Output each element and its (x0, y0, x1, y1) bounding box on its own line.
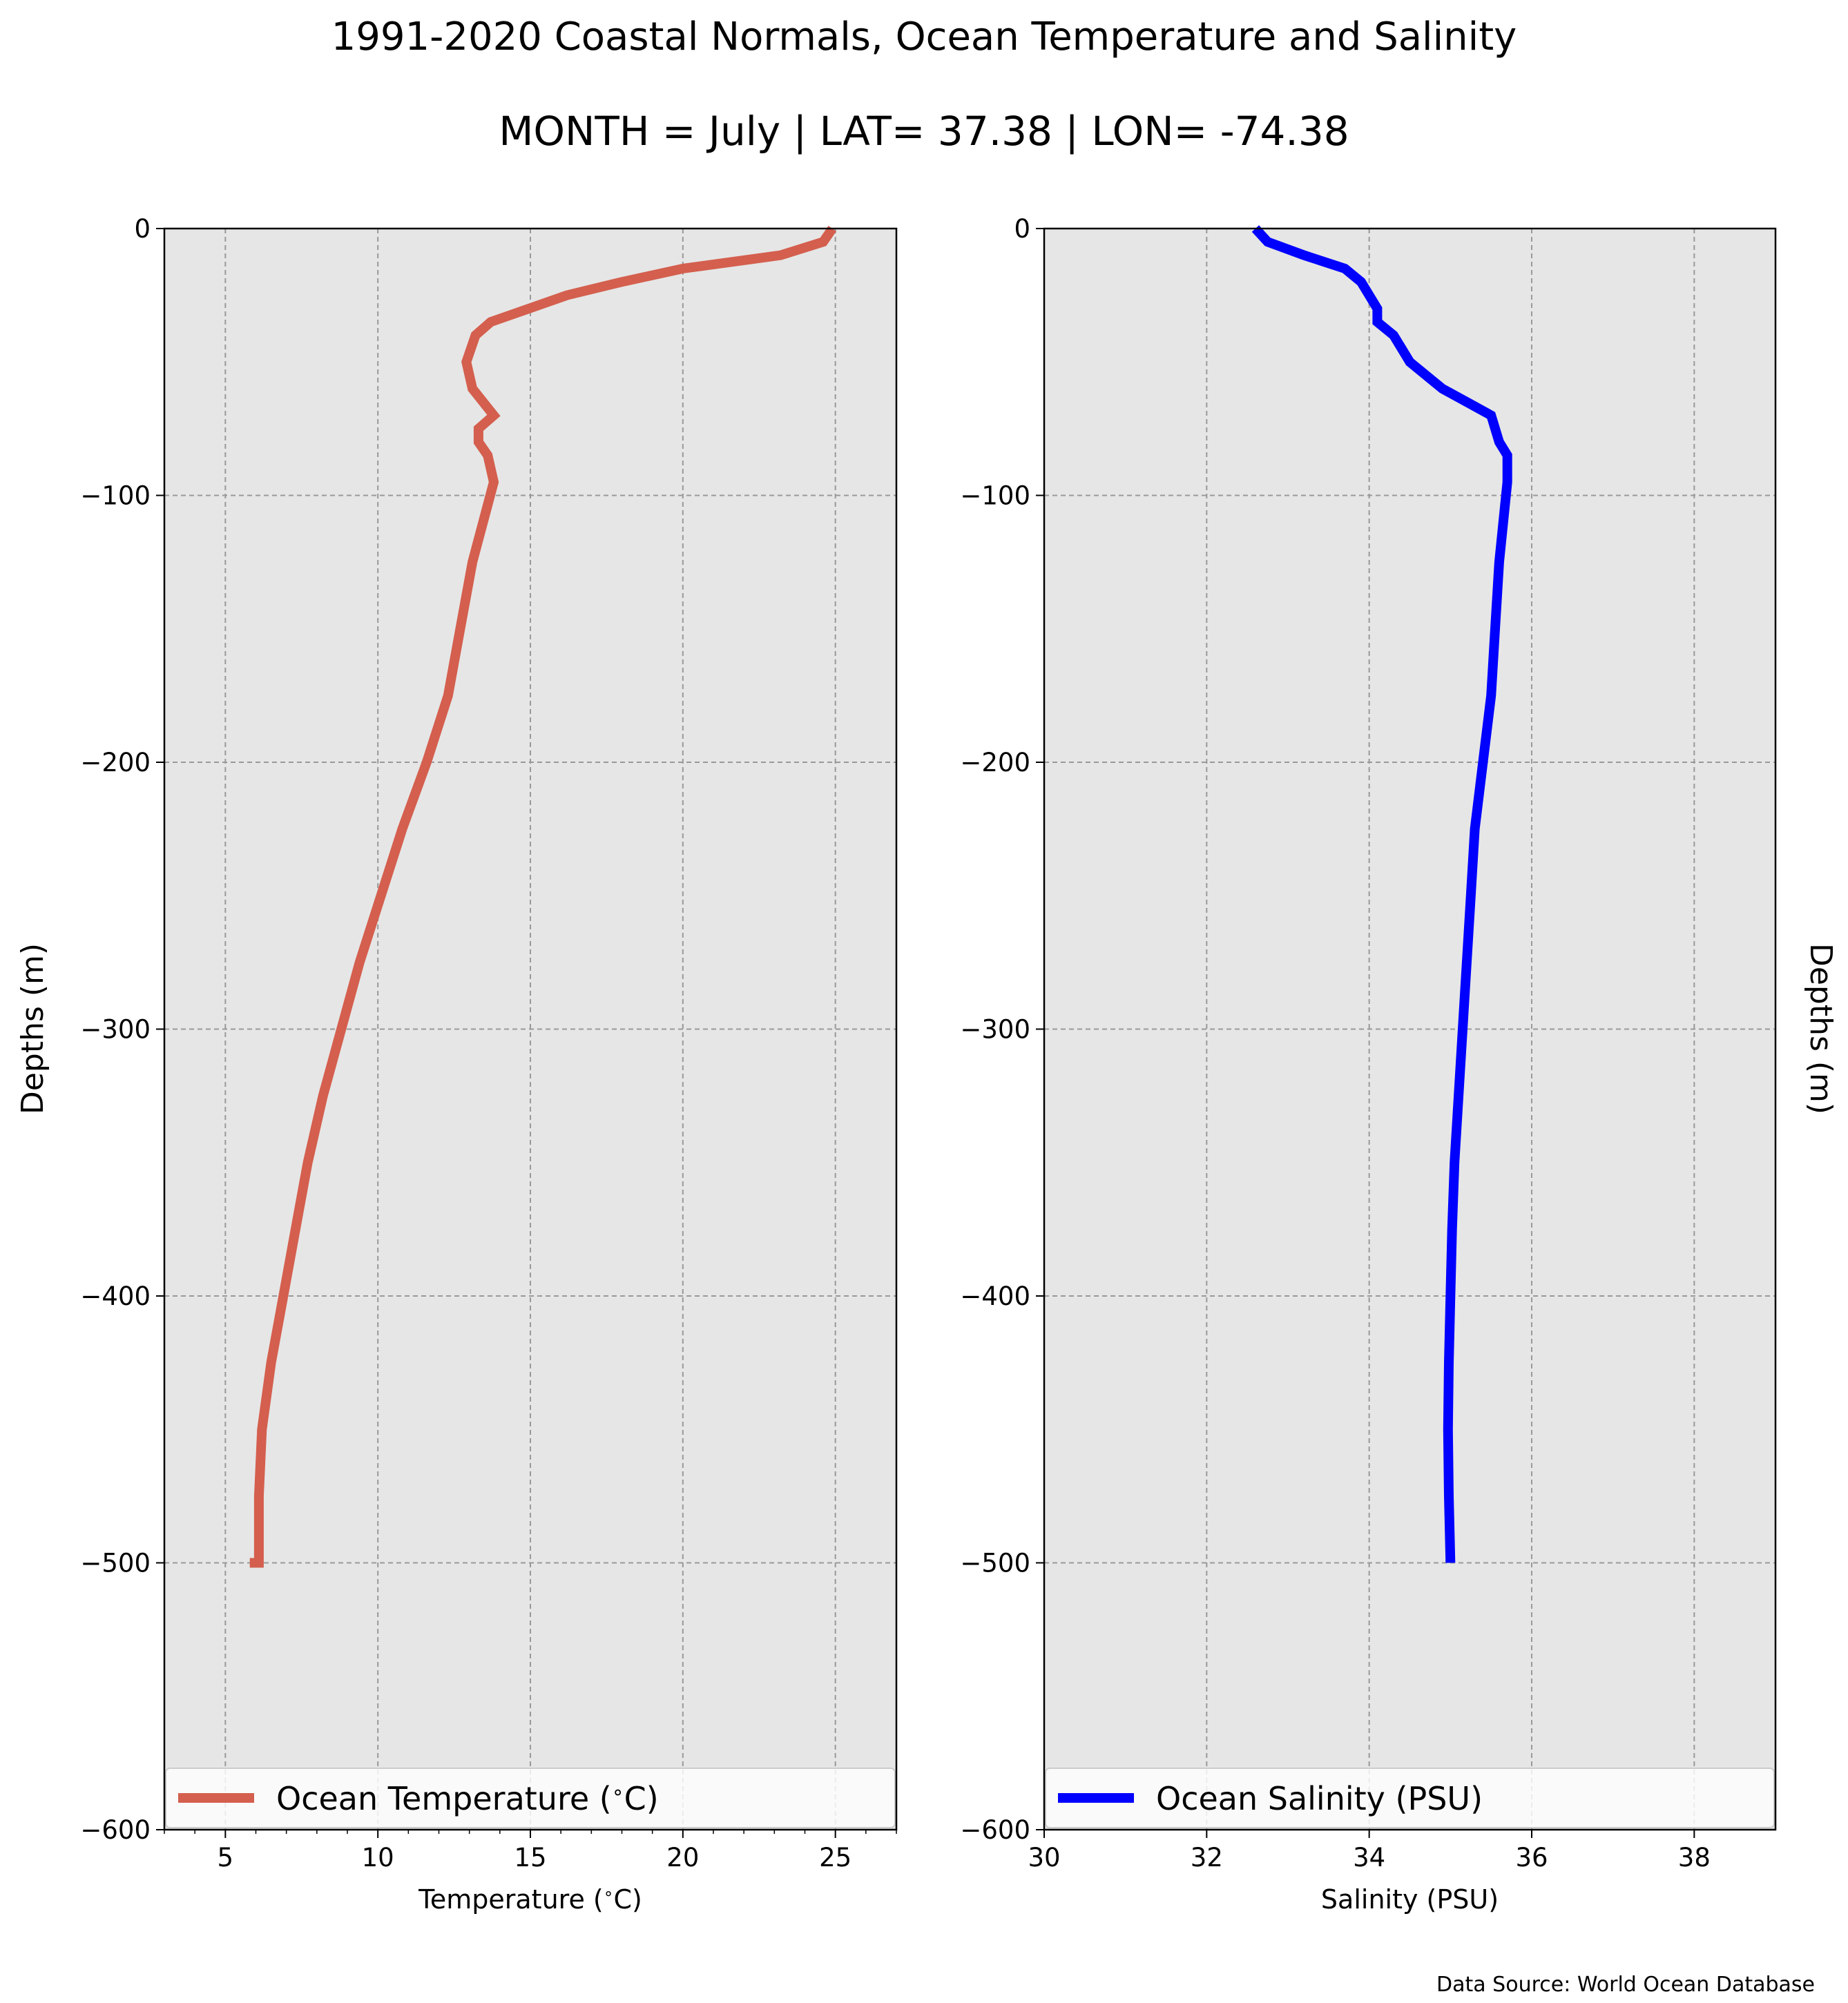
salinity-legend: Ocean Salinity (PSU) (1045, 1768, 1775, 1828)
salinity-y-tick-label: −400 (960, 1281, 1030, 1311)
salinity-y-tick-label: 0 (1014, 214, 1030, 244)
temperature-y-tick-label: 0 (134, 214, 151, 244)
salinity-legend-label: Ocean Salinity (PSU) (1156, 1780, 1483, 1817)
salinity-x-tick-label: 30 (1028, 1843, 1060, 1873)
temperature-x-tick-label: 10 (362, 1843, 394, 1873)
data-source-note: Data Source: World Ocean Database (1436, 1973, 1815, 1997)
temperature-legend-label: Ocean Temperature (∘C) (276, 1780, 659, 1817)
salinity-x-tick-label: 36 (1515, 1843, 1548, 1873)
salinity-x-tick-label: 34 (1353, 1843, 1385, 1873)
temperature-y-tick-label: −600 (80, 1815, 151, 1845)
temperature-y-tick-label: −200 (80, 748, 151, 777)
temperature-legend-box (165, 1768, 896, 1828)
salinity-y-tick-label: −500 (960, 1549, 1030, 1578)
temperature-panel: Ocean Temperature (∘C) 5 10 15 20 25 0 −100 −200… (15, 214, 898, 1915)
temperature-y-tick-label: −400 (80, 1281, 151, 1311)
temperature-y-axis-label: Depths (m) (15, 943, 50, 1114)
temperature-profile-line (249, 226, 837, 1568)
salinity-y-tick-label: −600 (960, 1815, 1030, 1845)
temperature-x-tick-label: 15 (514, 1843, 546, 1873)
salinity-y-axis-label: Depths (m) (1803, 943, 1838, 1114)
temperature-y-tick-label: −300 (80, 1015, 151, 1045)
temperature-legend: Ocean Temperature (∘C) (165, 1768, 896, 1828)
salinity-panel: Ocean Salinity (PSU) 30 32 34 36 38 0 −100 −200 −… (960, 214, 1838, 1915)
salinity-x-axis-label: Salinity (PSU) (1321, 1884, 1499, 1915)
temperature-x-tick-label: 5 (218, 1843, 234, 1873)
salinity-x-tick-label: 38 (1678, 1843, 1711, 1873)
salinity-profile-line (1251, 225, 1512, 1563)
salinity-x-tick-label: 32 (1191, 1843, 1223, 1873)
temperature-y-tick-label: −100 (80, 481, 151, 511)
salinity-y-tick-label: −200 (960, 748, 1030, 777)
temperature-x-axis-label: Temperature (∘C) (418, 1884, 642, 1915)
temperature-x-tick-label: 20 (666, 1843, 699, 1873)
temperature-y-tick-label: −500 (80, 1549, 151, 1578)
figure-subtitle: MONTH = July | LAT= 37.38 | LON= -74.38 (499, 108, 1349, 155)
temperature-x-tick-label: 25 (819, 1843, 851, 1873)
salinity-y-tick-label: −300 (960, 1015, 1030, 1045)
figure-title: 1991-2020 Coastal Normals, Ocean Tempera… (331, 14, 1517, 59)
salinity-legend-box (1045, 1768, 1775, 1828)
salinity-y-tick-label: −100 (960, 481, 1030, 511)
